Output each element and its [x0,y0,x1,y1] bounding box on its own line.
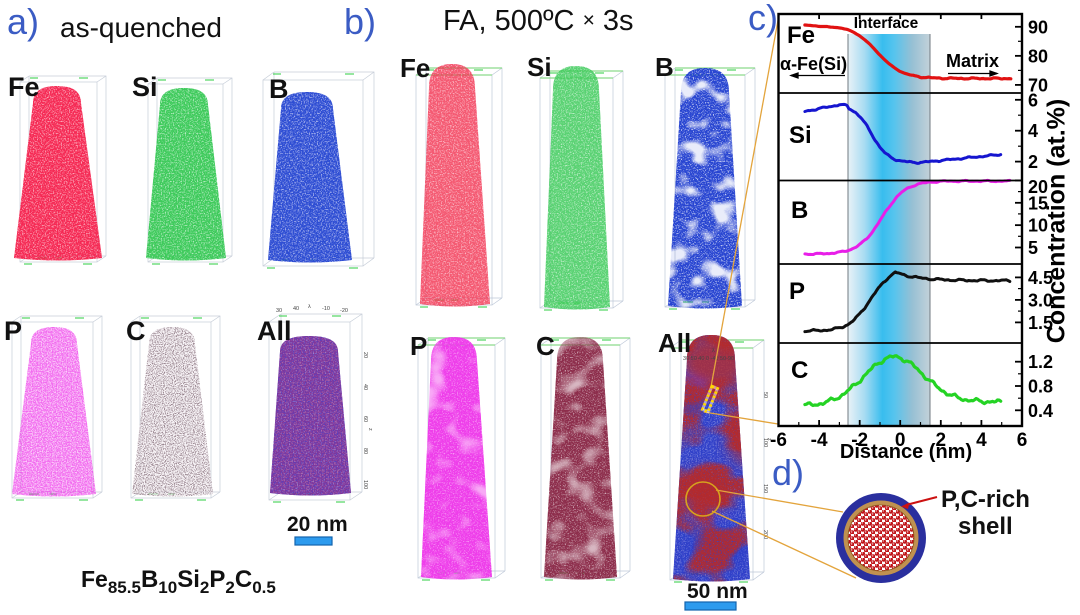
svg-text:B: B [269,74,289,104]
svg-text:z: z [766,438,772,441]
svg-text:2: 2 [936,430,947,451]
svg-text:100: 100 [762,438,768,447]
svg-text:0: 0 [895,430,906,451]
svg-text:20: 20 [1028,177,1048,197]
svg-text:0.4: 0.4 [1028,401,1053,421]
svg-text:FA, 500ºC × 3s: FA, 500ºC × 3s [443,5,634,37]
svg-text:90: 90 [1028,17,1048,37]
svg-text:100: 100 [362,480,368,489]
svg-text:-6: -6 [770,430,787,451]
svg-text:15: 15 [1028,193,1048,213]
svg-text:4: 4 [1028,121,1038,141]
svg-text:Distance (nm): Distance (nm) [840,441,972,463]
svg-text:B: B [655,52,674,82]
svg-text:70: 70 [1028,75,1048,95]
svg-text:All: All [658,328,691,358]
svg-text:Interface: Interface [854,15,919,32]
svg-text:P: P [410,331,427,361]
svg-text:50 nm: 50 nm [687,580,748,603]
svg-text:-20: -20 [340,308,348,314]
svg-text:1.5: 1.5 [1028,313,1053,333]
svg-text:All: All [257,316,292,346]
svg-text:4.5: 4.5 [1028,268,1053,288]
svg-text:80: 80 [362,448,368,454]
svg-text:P,C-rich: P,C-rich [941,486,1030,513]
svg-text:30 50 40 0 -40 50-90: 30 50 40 0 -40 50-90 [683,356,734,362]
svg-text:λ: λ [308,304,311,310]
svg-text:Fe: Fe [8,72,40,102]
svg-text:4: 4 [976,430,987,451]
svg-text:Si: Si [789,122,812,149]
svg-text:150: 150 [762,484,768,493]
svg-text:6: 6 [1017,430,1028,451]
svg-text:Fe: Fe [400,53,430,83]
svg-text:40: 40 [362,384,368,390]
svg-text:20: 20 [362,352,368,358]
svg-text:5: 5 [1028,238,1038,258]
svg-text:Concentration (at.%): Concentration (at.%) [1043,99,1071,343]
svg-text:B: B [791,197,808,224]
svg-text:10: 10 [1028,216,1048,236]
svg-text:Matrix: Matrix [946,51,999,71]
svg-text:a): a) [7,1,39,42]
svg-text:-4: -4 [811,430,828,451]
svg-text:60: 60 [362,416,368,422]
svg-text:-2: -2 [851,430,868,451]
svg-text:2: 2 [1028,152,1038,172]
svg-text:Si: Si [132,72,158,102]
svg-text:80: 80 [1028,46,1048,66]
svg-text:λ: λ [712,348,715,354]
svg-text:d): d) [772,452,804,493]
svg-text:200: 200 [762,530,768,539]
svg-text:40: 40 [293,306,299,312]
svg-text:30: 30 [276,308,282,314]
svg-text:Fe85.5B10Si2P2C0.5: Fe85.5B10Si2P2C0.5 [81,566,276,597]
svg-text:shell: shell [958,513,1013,540]
svg-text:α-Fe(Si): α-Fe(Si) [780,54,847,74]
svg-text:as-quenched: as-quenched [60,12,222,43]
svg-text:3.0: 3.0 [1028,290,1053,310]
svg-text:50: 50 [762,392,768,398]
svg-text:z: z [367,428,373,431]
svg-text:P: P [789,278,805,305]
svg-text:1.2: 1.2 [1028,352,1053,372]
svg-text:6: 6 [1028,90,1038,110]
svg-text:20 nm: 20 nm [287,513,348,536]
svg-text:c): c) [748,0,778,38]
svg-text:Fe: Fe [787,22,815,49]
svg-text:0.8: 0.8 [1028,377,1053,397]
svg-text:C: C [791,357,808,384]
svg-text:P: P [4,316,22,346]
svg-text:C: C [126,316,146,346]
svg-text:C: C [536,331,555,361]
svg-text:-10: -10 [322,306,330,312]
svg-text:Si: Si [527,52,552,82]
svg-text:b): b) [344,1,376,42]
